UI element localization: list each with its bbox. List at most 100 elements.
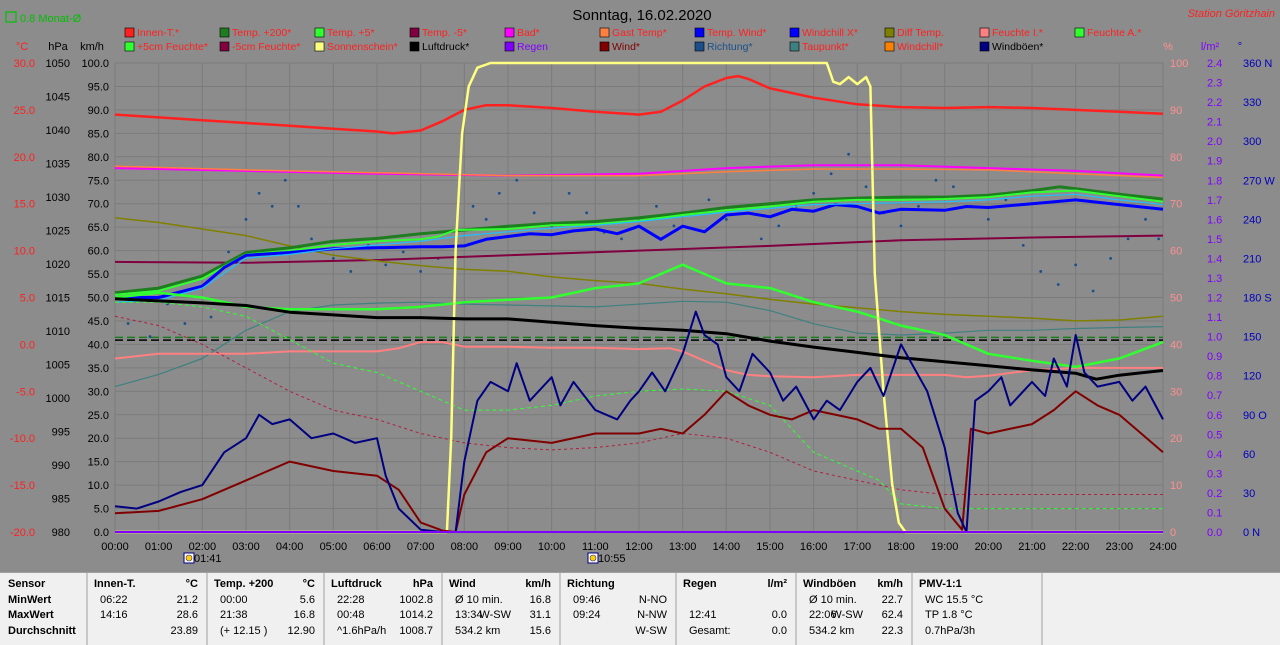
direction-point bbox=[349, 270, 353, 273]
panel-sensor-name: Regen bbox=[683, 578, 717, 590]
panel-unit: km/h bbox=[877, 578, 903, 590]
panel-cell-value: 22.7 bbox=[881, 593, 903, 606]
y-tick-label-hpa: 1025 bbox=[46, 226, 70, 238]
y-tick-label-direction: 30 bbox=[1243, 488, 1255, 500]
panel-cell-value: N-NO bbox=[638, 593, 667, 606]
y-tick-label-direction: 330 bbox=[1243, 97, 1261, 109]
direction-point bbox=[209, 315, 213, 319]
x-tick-label: 00:00 bbox=[101, 541, 129, 553]
legend-label: Windchill X* bbox=[802, 27, 858, 39]
series-line bbox=[114, 315, 1163, 495]
y-tick-label-rain: 0.6 bbox=[1207, 410, 1222, 422]
panel-unit: km/h bbox=[525, 578, 551, 590]
row-label-min: MinWert bbox=[8, 593, 52, 606]
panel-sensor-name: Temp. +200 bbox=[214, 578, 274, 590]
direction-point bbox=[986, 217, 990, 221]
y-tick-label-kmh: 90.0 bbox=[88, 105, 109, 117]
direction-point bbox=[917, 204, 920, 208]
y-tick-label-kmh: 60.0 bbox=[88, 246, 109, 258]
y-tick-label-percent: 40 bbox=[1170, 339, 1182, 351]
chart-header: 0.8 Monat-Ø Sonntag, 16.02.2020 Station … bbox=[5, 7, 1275, 53]
legend-label: Bad* bbox=[517, 27, 540, 39]
panel-cell-time: Ø 10 min. bbox=[455, 593, 503, 606]
legend-swatch bbox=[124, 27, 135, 38]
panel-unit: °C bbox=[185, 578, 198, 590]
direction-point bbox=[497, 191, 501, 195]
panel-cell-time: 09:24 bbox=[573, 609, 601, 621]
x-tick-label: 13:00 bbox=[669, 541, 697, 553]
panel-cell-time: 00:48 bbox=[337, 609, 365, 621]
y-tick-label-rain: 0.9 bbox=[1207, 351, 1222, 363]
y-tick-label-kmh: 80.0 bbox=[88, 152, 109, 164]
y-tick-label-direction: 150 bbox=[1243, 332, 1261, 344]
y-tick-label-hpa: 985 bbox=[52, 494, 70, 506]
direction-point bbox=[270, 204, 274, 208]
y-tick-label-rain: 0.8 bbox=[1207, 371, 1222, 383]
y-tick-label-rain: 2.3 bbox=[1207, 78, 1222, 90]
direction-point bbox=[829, 172, 833, 176]
y-tick-label-rain: 0.4 bbox=[1207, 449, 1222, 461]
series-line bbox=[115, 301, 1163, 510]
legend-swatch bbox=[504, 41, 515, 52]
panel-cell-time: 14:16 bbox=[100, 609, 128, 621]
direction-point bbox=[331, 257, 335, 260]
series-line bbox=[114, 234, 1164, 264]
series-line bbox=[114, 74, 1164, 135]
chart-axes: 00:00 01:00 02:00 03:00 04:00 05:00 06:00 07:00… bbox=[10, 58, 1275, 553]
sunrise-icon bbox=[183, 552, 195, 564]
direction-point bbox=[1144, 217, 1147, 221]
x-tick-label: 14:00 bbox=[713, 541, 741, 553]
direction-point bbox=[257, 191, 261, 195]
series-line bbox=[114, 165, 1164, 179]
panel-cell-value: 22.3 bbox=[881, 624, 903, 637]
series-line bbox=[114, 263, 1164, 369]
panel-cell-direction: W-SW bbox=[831, 609, 863, 621]
stats-panel: Wind km/h Ø 10 min. 16.8 13:34 W-SW 31.1 534.2 … bbox=[443, 573, 561, 645]
y-tick-label-hpa: 1040 bbox=[46, 125, 70, 137]
legend-swatch bbox=[409, 41, 420, 52]
y-tick-label-hpa: 1020 bbox=[46, 259, 70, 271]
x-tick-label: 09:00 bbox=[494, 541, 522, 553]
y-tick-label-hpa: 980 bbox=[52, 527, 70, 539]
y-tick-label-kmh: 15.0 bbox=[88, 457, 109, 469]
panel-cell-time: WC 15.5 °C bbox=[925, 593, 984, 606]
x-tick-label: 23:00 bbox=[1106, 541, 1134, 553]
series-line bbox=[114, 341, 1163, 379]
y-tick-label-celsius: -10.0 bbox=[10, 433, 35, 445]
weather-chart: 00:00 01:00 02:00 03:00 04:00 05:00 06:00 07:00… bbox=[5, 7, 1275, 565]
y-tick-label-celsius: -15.0 bbox=[10, 480, 35, 492]
legend-swatch bbox=[884, 27, 895, 38]
direction-point bbox=[707, 198, 711, 202]
panel-cell-time: 534.2 km bbox=[455, 624, 501, 637]
x-tick-label: 08:00 bbox=[451, 541, 479, 553]
direction-point bbox=[759, 237, 763, 241]
y-tick-label-hpa: 1000 bbox=[46, 393, 70, 405]
y-tick-label-percent: 100 bbox=[1170, 58, 1188, 70]
direction-point bbox=[1091, 289, 1095, 293]
legend-swatch bbox=[694, 41, 705, 52]
direction-point bbox=[934, 178, 938, 182]
y-tick-label-kmh: 85.0 bbox=[88, 128, 109, 140]
panel-cell-time: 22:06 bbox=[809, 609, 837, 621]
legend-label: Innen-T.* bbox=[137, 27, 179, 39]
y-tick-label-kmh: 70.0 bbox=[88, 199, 109, 211]
panel-cell-value: 0.0 bbox=[771, 624, 787, 637]
sun-markers: 01:41 10:55 bbox=[183, 552, 626, 565]
y-tick-label-hpa: 1015 bbox=[46, 293, 70, 305]
direction-point bbox=[515, 178, 519, 182]
sun-marker-time: 01:41 bbox=[194, 553, 222, 565]
y-tick-label-percent: 10 bbox=[1170, 480, 1182, 492]
y-tick-label-direction: 270 W bbox=[1243, 175, 1275, 187]
y-tick-label-direction: 360 N bbox=[1243, 58, 1272, 70]
y-tick-label-rain: 1.6 bbox=[1207, 214, 1222, 226]
stats-row-labels: Sensor MinWert MaxWert Durchschnitt bbox=[0, 573, 88, 645]
legend-swatch bbox=[314, 41, 325, 52]
y-tick-label-rain: 2.2 bbox=[1207, 97, 1222, 109]
direction-point bbox=[297, 204, 300, 208]
legend-label: Sonnenschein* bbox=[327, 41, 398, 53]
panel-cell-time: TP 1.8 °C bbox=[925, 609, 973, 621]
x-tick-label: 01:00 bbox=[145, 541, 173, 553]
y-tick-label-rain: 0.3 bbox=[1207, 468, 1222, 480]
chart-series bbox=[114, 61, 1164, 534]
y-tick-label-rain: 0.5 bbox=[1207, 429, 1222, 441]
